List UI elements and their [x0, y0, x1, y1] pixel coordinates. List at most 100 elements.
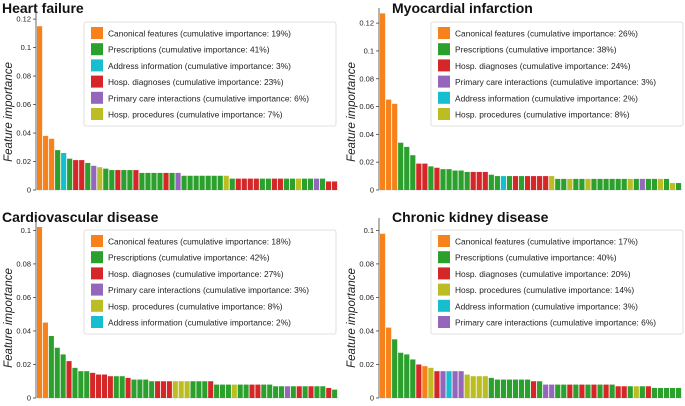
bar [440, 169, 446, 190]
y-tick-label: 0.04 [16, 129, 31, 138]
legend-swatch [438, 283, 450, 296]
bar [320, 386, 326, 398]
bar [308, 386, 314, 398]
bar [109, 170, 115, 190]
bar [66, 361, 72, 398]
legend-entry: Prescriptions (cumulative importance: 40… [455, 253, 617, 263]
bar [271, 178, 277, 190]
bar [609, 178, 615, 191]
bar [464, 374, 470, 398]
bar [255, 384, 261, 398]
bar [380, 13, 386, 191]
bar [651, 178, 657, 191]
legend-swatch [438, 59, 450, 72]
bar [464, 171, 470, 190]
legend: Canonical features (cumulative importanc… [430, 229, 684, 335]
bar [573, 178, 579, 191]
bar [663, 387, 670, 398]
bar [127, 170, 133, 190]
y-tick-label: 0.12 [16, 15, 31, 24]
legend-swatch [91, 267, 103, 280]
legend-entry: Canonical features (cumulative importanc… [108, 237, 291, 247]
bar [169, 172, 175, 190]
bar [190, 381, 196, 398]
y-tick-label: 0 [370, 394, 374, 402]
bar [149, 381, 155, 398]
bar [48, 335, 54, 398]
legend-box [83, 21, 337, 127]
y-tick-label: 0.04 [359, 130, 374, 139]
bar [675, 183, 682, 190]
bar [187, 175, 193, 190]
bar [84, 371, 90, 398]
bar [326, 387, 332, 398]
bar [645, 386, 651, 398]
bar [163, 172, 169, 190]
legend-entry: Canonical features (cumulative importanc… [455, 29, 638, 39]
bar [482, 376, 488, 398]
bar [549, 384, 555, 398]
bar [392, 103, 398, 190]
bar [446, 169, 452, 190]
y-tick-label: 0.08 [16, 259, 31, 268]
bar [537, 381, 543, 398]
bar [217, 175, 223, 190]
bar [398, 352, 404, 398]
bar [214, 384, 220, 398]
bar [43, 135, 49, 190]
bar [609, 384, 615, 398]
bar [555, 178, 561, 191]
legend-swatch [438, 316, 450, 328]
bar [172, 381, 178, 398]
legend-entry: Address information (cumulative importan… [455, 301, 638, 311]
bar [476, 171, 482, 190]
bar [103, 168, 109, 190]
bar [633, 178, 639, 191]
legend-swatch [438, 27, 450, 39]
bar [121, 170, 127, 190]
bar [319, 178, 326, 190]
bar [428, 166, 434, 190]
bar [579, 178, 585, 191]
bar [145, 172, 151, 190]
bar [125, 377, 131, 398]
y-tick-label: 0.1 [364, 46, 374, 55]
legend-swatch [438, 299, 450, 312]
bar [79, 160, 85, 190]
bar [137, 379, 143, 398]
bar [301, 178, 308, 190]
bar [506, 176, 513, 190]
bar [657, 387, 664, 398]
bar [107, 376, 113, 398]
legend-swatch [91, 316, 103, 328]
bar [181, 175, 187, 190]
bar [512, 176, 519, 190]
bar [446, 371, 452, 398]
legend-entry: Hosp. procedures (cumulative importance:… [455, 110, 630, 120]
bar [603, 178, 609, 191]
bar [639, 178, 645, 191]
bar [96, 374, 102, 398]
bar [555, 384, 561, 398]
legend-entry: Hosp. diagnoses (cumulative importance: … [455, 61, 631, 71]
bar [543, 384, 549, 398]
bar [470, 376, 476, 398]
bar [561, 178, 567, 191]
bar [307, 178, 314, 190]
bar [524, 379, 531, 398]
bar [113, 376, 119, 398]
bar [55, 150, 61, 190]
bar [211, 175, 217, 190]
legend-entry: Primary care interactions (cumulative im… [108, 93, 309, 103]
bar [573, 384, 579, 398]
bar [247, 178, 253, 190]
bar [404, 354, 410, 398]
legend-entry: Hosp. diagnoses (cumulative importance: … [455, 269, 631, 279]
bar [151, 172, 157, 190]
y-tick-label: 0.04 [16, 326, 31, 335]
bar [416, 163, 422, 190]
bar [579, 384, 585, 398]
legend-entry: Hosp. diagnoses (cumulative importance: … [108, 269, 284, 279]
